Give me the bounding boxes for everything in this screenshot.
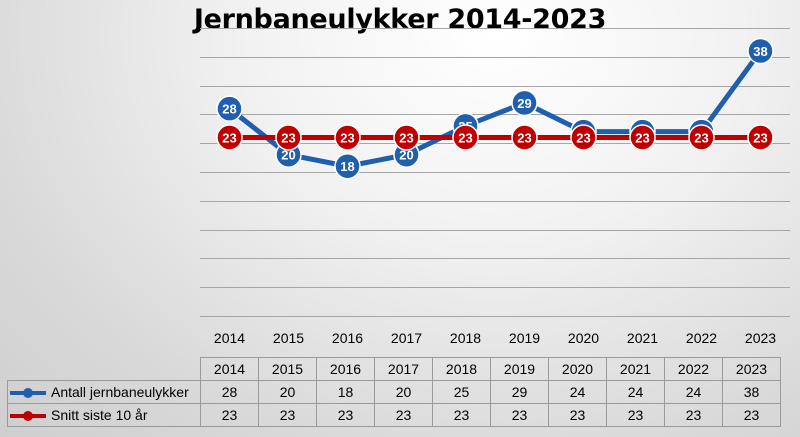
x-tick-label: 2023 — [745, 330, 776, 346]
chart-plot: 2014 2015 2016 2017 2018 2019 2020 2021 2022 2023… — [200, 28, 790, 346]
x-tick-label: 2019 — [509, 330, 540, 346]
data-table: 2014 2015 2016 2017 2018 2019 2020 2021 2022 2023… — [7, 357, 781, 427]
data-point — [393, 124, 420, 151]
legend-label: Antall jernbaneulykker — [51, 383, 189, 400]
table-cell: 25 — [432, 380, 491, 404]
table-header-cell: 2023 — [722, 357, 781, 381]
table-cell: 23 — [374, 403, 433, 427]
chart-title: Jernbaneulykker 2014-2023 — [193, 4, 607, 35]
table-cell: 23 — [316, 403, 375, 427]
data-label: 23 — [222, 130, 236, 145]
x-tick-label: 2016 — [332, 330, 363, 346]
table-row: Snitt siste 10 år 23 23 23 23 23 23 23 23 23 23 — [7, 403, 781, 427]
table-header-cell: 2019 — [490, 357, 549, 381]
data-point — [511, 89, 538, 117]
x-tick-label: 2015 — [273, 330, 304, 346]
table-header-cell: 2015 — [258, 357, 317, 381]
table-cell: 38 — [722, 380, 781, 404]
table-cell: 20 — [374, 380, 433, 404]
data-point — [216, 124, 243, 151]
table-header-cell: 2018 — [432, 357, 491, 381]
data-point — [275, 124, 302, 151]
data-label: 38 — [753, 44, 767, 59]
table-cell: 23 — [722, 403, 781, 427]
x-tick-label: 2020 — [568, 330, 599, 346]
data-label: 23 — [458, 130, 472, 145]
data-label: 23 — [281, 130, 295, 145]
data-label: 23 — [694, 130, 708, 145]
legend-entry: Snitt siste 10 år — [7, 403, 201, 427]
data-label: 23 — [635, 130, 649, 145]
data-point — [452, 124, 479, 151]
table-cell: 23 — [432, 403, 491, 427]
table-header-cell: 2017 — [374, 357, 433, 381]
data-label: 23 — [517, 130, 531, 145]
data-point — [570, 124, 597, 151]
x-tick-label: 2021 — [627, 330, 658, 346]
table-cell: 23 — [258, 403, 317, 427]
table-cell: 23 — [548, 403, 607, 427]
table-corner — [7, 357, 201, 381]
data-label: 23 — [576, 130, 590, 145]
legend-label: Snitt siste 10 år — [51, 406, 148, 423]
table-header-cell: 2020 — [548, 357, 607, 381]
data-point — [334, 152, 361, 180]
table-cell: 23 — [490, 403, 549, 427]
table-cell: 24 — [606, 380, 665, 404]
data-point — [334, 124, 361, 151]
data-label: 28 — [222, 102, 236, 117]
data-point — [747, 124, 774, 151]
legend-entry: Antall jernbaneulykker — [7, 380, 201, 404]
table-header-row: 2014 2015 2016 2017 2018 2019 2020 2021 2022 2023 — [7, 357, 781, 381]
table-header-cell: 2014 — [200, 357, 259, 381]
legend-marker-icon — [10, 411, 46, 422]
data-label: 20 — [281, 148, 295, 163]
data-label: 23 — [340, 130, 354, 145]
data-label: 23 — [753, 130, 767, 145]
x-axis-ticks: 2014 2015 2016 2017 2018 2019 2020 2021 2022 2023 — [214, 330, 776, 346]
series-layer: 2820182025292424243823232323232323232323 — [216, 37, 774, 180]
table-header-cell: 2021 — [606, 357, 665, 381]
table-header-cell: 2022 — [664, 357, 723, 381]
data-label: 20 — [399, 148, 413, 163]
data-point — [688, 124, 715, 151]
data-point — [511, 124, 538, 151]
table-row: Antall jernbaneulykker 28 20 18 20 25 29 24 24 24… — [7, 380, 781, 404]
data-label: 23 — [399, 130, 413, 145]
table-cell: 24 — [548, 380, 607, 404]
legend-marker-icon — [10, 388, 46, 399]
data-point — [629, 124, 656, 151]
series-line — [227, 48, 763, 169]
table-cell: 23 — [664, 403, 723, 427]
data-label: 18 — [340, 159, 354, 174]
table-cell: 28 — [200, 380, 259, 404]
x-tick-label: 2018 — [450, 330, 481, 346]
table-cell: 29 — [490, 380, 549, 404]
table-cell: 20 — [258, 380, 317, 404]
x-tick-label: 2017 — [391, 330, 422, 346]
table-cell: 23 — [606, 403, 665, 427]
data-label: 29 — [517, 96, 531, 111]
gridlines — [200, 28, 790, 317]
table-cell: 23 — [200, 403, 259, 427]
x-tick-label: 2014 — [214, 330, 245, 346]
table-cell: 18 — [316, 380, 375, 404]
table-header-cell: 2016 — [316, 357, 375, 381]
x-tick-label: 2022 — [686, 330, 717, 346]
table-cell: 24 — [664, 380, 723, 404]
data-point — [216, 95, 243, 122]
data-point — [747, 37, 774, 65]
